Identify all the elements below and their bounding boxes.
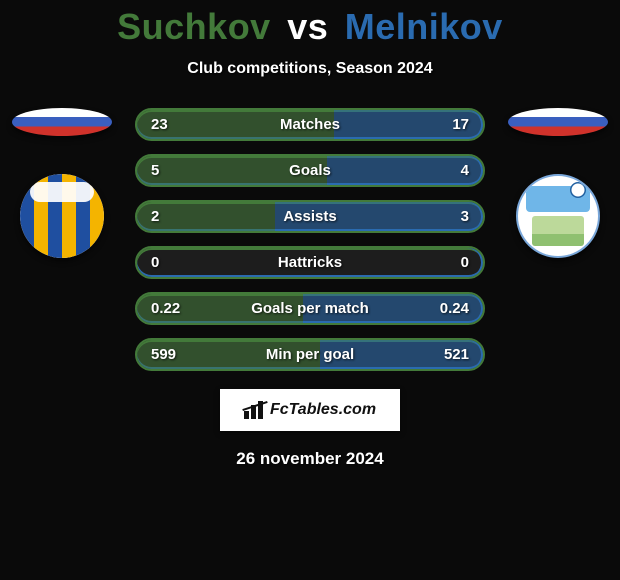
stat-row: 54Goals — [135, 154, 485, 187]
stat-label: Matches — [137, 116, 483, 133]
stat-label: Min per goal — [137, 346, 483, 363]
player-left-name: Suchkov — [117, 6, 271, 47]
ball-icon — [570, 182, 586, 198]
player-right-name: Melnikov — [345, 6, 503, 47]
club-logo-right — [516, 174, 600, 258]
comparison-layout: 2317Matches 54Goals 23Assists 00Hattricks 0.… — [0, 108, 620, 371]
russia-flag-icon — [508, 108, 608, 136]
bar-chart-icon — [244, 401, 266, 419]
date-label: 26 november 2024 — [0, 449, 620, 469]
left-side-column — [7, 108, 117, 258]
brand-text: FcTables.com — [270, 401, 376, 419]
page-title: Suchkov vs Melnikov — [0, 0, 620, 48]
stat-row: 23Assists — [135, 200, 485, 233]
stat-row: 00Hattricks — [135, 246, 485, 279]
stat-label: Goals — [137, 162, 483, 179]
vs-separator: vs — [287, 6, 328, 47]
right-side-column — [503, 108, 613, 258]
stat-label: Hattricks — [137, 254, 483, 271]
stat-row: 0.220.24Goals per match — [135, 292, 485, 325]
russia-flag-icon — [12, 108, 112, 136]
stat-label: Goals per match — [137, 300, 483, 317]
club-logo-left — [20, 174, 104, 258]
brand-badge: FcTables.com — [220, 389, 400, 431]
stat-row: 2317Matches — [135, 108, 485, 141]
stats-column: 2317Matches 54Goals 23Assists 00Hattricks 0.… — [135, 108, 485, 371]
stat-row: 599521Min per goal — [135, 338, 485, 371]
stat-label: Assists — [137, 208, 483, 225]
subtitle: Club competitions, Season 2024 — [0, 60, 620, 78]
